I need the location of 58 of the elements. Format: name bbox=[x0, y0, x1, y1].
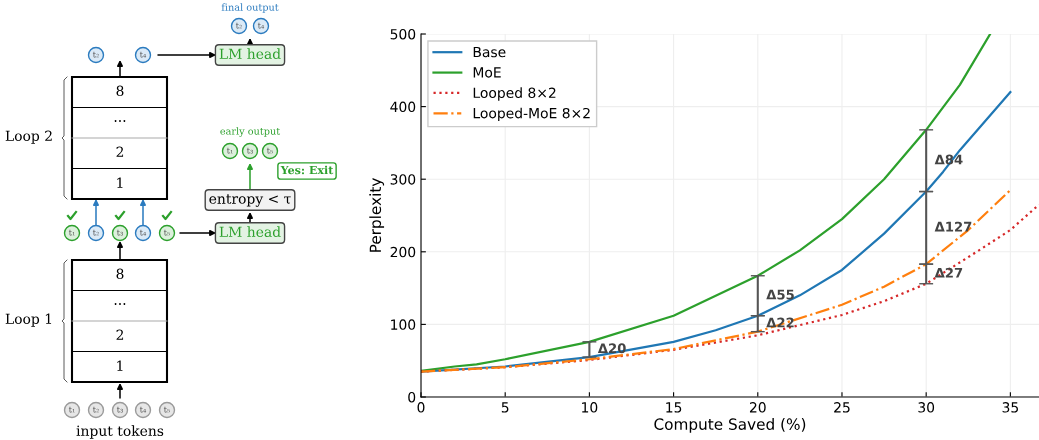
text: t₂ bbox=[92, 406, 99, 413]
y-tick-label: 400 bbox=[390, 101, 416, 113]
x-tick-label: 30 bbox=[918, 402, 935, 413]
x-tick-label: 5 bbox=[501, 402, 509, 413]
text: t₁ bbox=[68, 229, 75, 236]
annotation: Δ20 bbox=[597, 343, 626, 354]
y-tick-label: 100 bbox=[391, 319, 416, 330]
text: t₃ bbox=[116, 406, 123, 413]
x-tick-label: 35 bbox=[1002, 402, 1018, 413]
text: Loop 2 bbox=[5, 130, 52, 144]
legend-label: MoE bbox=[473, 67, 501, 78]
text: t₄ bbox=[139, 229, 147, 236]
text: t₃ bbox=[246, 147, 253, 154]
text: t₅ bbox=[266, 147, 274, 154]
text: t₄ bbox=[139, 51, 147, 58]
x-axis-title: Compute Saved (%) bbox=[654, 418, 806, 433]
x-tick-label: 0 bbox=[417, 402, 425, 413]
text: Yes: Exit bbox=[280, 165, 334, 175]
text: 8 bbox=[116, 268, 124, 280]
y-tick-label: 200 bbox=[390, 246, 416, 258]
text: LM head bbox=[219, 48, 281, 60]
text: 2 bbox=[116, 146, 124, 157]
text: t₂ bbox=[92, 51, 99, 58]
legend-label: Base bbox=[473, 46, 506, 58]
y-tick-label: 0 bbox=[408, 391, 416, 403]
y-tick-label: 300 bbox=[390, 174, 416, 185]
x-tick-label: 20 bbox=[749, 402, 766, 413]
text: t₅ bbox=[163, 229, 171, 236]
x-tick-label: 15 bbox=[666, 402, 682, 413]
text: input tokens bbox=[76, 425, 164, 439]
annotation: Δ27 bbox=[934, 267, 963, 278]
text: Loop 1 bbox=[5, 313, 52, 327]
text: 8 bbox=[116, 85, 124, 97]
text: t₁ bbox=[68, 406, 75, 413]
text: ··· bbox=[114, 120, 126, 122]
text: t₄ bbox=[257, 22, 265, 29]
x-tick-label: 10 bbox=[582, 402, 598, 413]
text: 1 bbox=[117, 360, 123, 371]
text: t₅ bbox=[163, 406, 171, 413]
text: ··· bbox=[114, 303, 126, 305]
y-axis-title: Perplexity bbox=[369, 178, 385, 252]
text: t₂ bbox=[92, 229, 99, 236]
text: LM head bbox=[219, 226, 281, 238]
text: t₁ bbox=[226, 147, 233, 154]
annotation: Δ127 bbox=[934, 221, 972, 232]
text: t₂ bbox=[235, 22, 242, 29]
text: entropy < τ bbox=[209, 194, 291, 207]
text: 2 bbox=[116, 329, 124, 340]
text: 1 bbox=[117, 177, 123, 188]
x-tick-label: 25 bbox=[834, 402, 850, 413]
text: t₃ bbox=[116, 229, 123, 236]
text: final output bbox=[221, 3, 279, 13]
legend-label: Looped-MoE 8×2 bbox=[473, 107, 590, 122]
legend-label: Looped 8×2 bbox=[473, 87, 556, 101]
text: early output bbox=[220, 127, 281, 137]
annotation: Δ55 bbox=[766, 289, 794, 300]
text: t₄ bbox=[139, 406, 147, 413]
y-tick-label: 500 bbox=[390, 28, 416, 40]
